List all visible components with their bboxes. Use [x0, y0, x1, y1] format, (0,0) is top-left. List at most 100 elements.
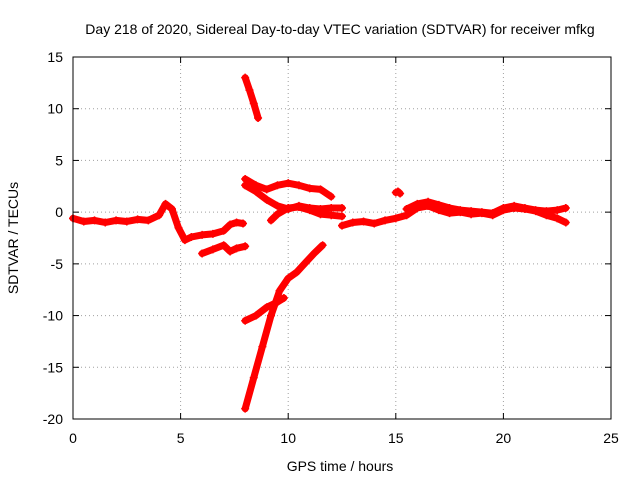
data-point — [305, 206, 314, 215]
data-point — [262, 185, 271, 194]
data-point — [531, 206, 540, 215]
data-point — [266, 311, 275, 320]
data-point — [301, 258, 310, 267]
x-tick-label: 15 — [388, 430, 404, 446]
data-point — [249, 99, 258, 108]
data-point — [241, 316, 250, 325]
data-point — [348, 218, 357, 227]
y-tick-label: 15 — [47, 49, 63, 65]
tick-layer — [72, 56, 612, 420]
data-point — [245, 86, 254, 95]
data-point — [133, 215, 142, 224]
data-point — [456, 206, 465, 215]
series-arc-afternoon-upper — [403, 198, 570, 217]
data-point — [155, 211, 164, 220]
y-tick-label: -10 — [43, 308, 63, 324]
data-point — [241, 404, 250, 413]
tick-label-layer: 0 5 10 15 20 25 -20 -15 -10 -5 0 5 10 15 — [43, 49, 619, 446]
data-point — [310, 249, 319, 258]
data-point — [396, 189, 405, 198]
data-point — [305, 184, 314, 193]
data-point — [445, 204, 454, 213]
y-axis-title: SDTVAR / TECUs — [5, 182, 21, 294]
data-point — [318, 241, 327, 250]
data-point — [510, 201, 519, 210]
data-point — [122, 217, 131, 226]
data-point — [381, 216, 390, 225]
data-point — [370, 219, 379, 228]
x-tick-label: 5 — [177, 430, 185, 446]
data-point — [219, 241, 228, 250]
data-point — [359, 217, 368, 226]
data-point — [316, 210, 325, 219]
data-point — [262, 303, 271, 312]
data-point — [254, 114, 263, 123]
data-point — [292, 268, 301, 277]
data-point — [239, 219, 248, 228]
data-point — [542, 207, 551, 216]
data-point — [553, 214, 562, 223]
x-tick-label: 0 — [69, 430, 77, 446]
data-point — [520, 204, 529, 213]
data-point — [180, 236, 189, 245]
data-point — [273, 181, 282, 190]
data-point — [284, 274, 293, 283]
data-point — [112, 216, 121, 225]
chart-title: Day 218 of 2020, Sidereal Day-to-day VTE… — [85, 21, 594, 37]
data-point — [561, 204, 570, 213]
data-point — [327, 192, 336, 201]
series-layer — [69, 73, 570, 413]
data-point — [338, 212, 346, 221]
data-point — [284, 179, 293, 188]
data-point — [198, 230, 207, 239]
data-point — [258, 342, 267, 351]
data-point — [294, 202, 303, 211]
y-tick-label: -20 — [43, 411, 63, 427]
data-point — [424, 197, 433, 206]
series-arc-main-early — [69, 200, 247, 244]
data-point — [208, 229, 217, 238]
data-point — [327, 204, 336, 213]
x-tick-label: 20 — [496, 430, 512, 446]
data-point — [279, 293, 288, 302]
data-point — [249, 373, 258, 382]
x-axis-title: GPS time / hours — [287, 458, 394, 474]
data-point — [232, 218, 241, 227]
y-tick-label: 10 — [47, 101, 63, 117]
x-tick-label: 10 — [280, 430, 296, 446]
data-point — [219, 226, 228, 235]
data-point — [101, 218, 110, 227]
data-point — [561, 218, 570, 227]
data-point — [391, 214, 400, 223]
plot-frame — [72, 56, 612, 420]
data-point — [338, 221, 346, 230]
data-point — [226, 220, 235, 229]
y-tick-label: -5 — [51, 256, 64, 272]
data-point — [273, 201, 282, 210]
data-point — [232, 244, 241, 253]
data-point — [275, 286, 284, 295]
data-point — [90, 216, 99, 225]
data-point — [338, 204, 346, 213]
series-arc-steep-rise — [241, 241, 327, 413]
data-point — [208, 245, 217, 254]
data-point — [161, 199, 170, 208]
data-point — [187, 232, 196, 241]
data-point — [316, 185, 325, 194]
data-point — [284, 204, 293, 213]
data-point — [241, 73, 250, 82]
data-point — [79, 217, 88, 226]
data-point — [273, 298, 282, 307]
data-point — [198, 249, 207, 258]
data-point — [434, 200, 443, 209]
data-point — [402, 205, 411, 214]
y-tick-label: -15 — [43, 359, 63, 375]
data-point — [241, 181, 250, 190]
data-point — [413, 199, 422, 208]
data-point — [262, 195, 271, 204]
data-point — [553, 206, 562, 215]
data-point — [327, 211, 336, 220]
data-point — [251, 311, 260, 320]
x-tick-label: 25 — [603, 430, 619, 446]
